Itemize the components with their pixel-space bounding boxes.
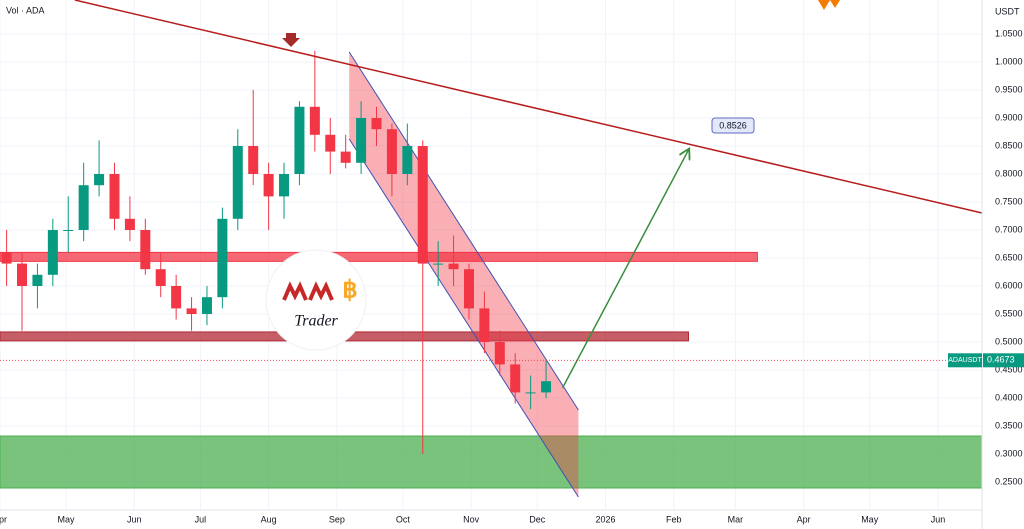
- channel-edge: [348, 51, 579, 411]
- y-tick-label: 0.3000: [995, 448, 1023, 458]
- target-label: 0.8526: [719, 120, 747, 130]
- candle-body: [263, 173, 274, 197]
- candle-body: [78, 185, 89, 230]
- candle-body: [463, 269, 474, 309]
- y-tick-label: 0.2500: [995, 476, 1023, 486]
- y-tick-label: 0.9000: [995, 112, 1023, 122]
- y-tick-label: 0.3500: [995, 420, 1023, 430]
- x-tick-label: Oct: [396, 514, 411, 524]
- x-tick-label: May: [58, 514, 76, 524]
- candle-body: [201, 297, 212, 314]
- x-tick-label: Dec: [529, 514, 546, 524]
- candle-body: [232, 145, 243, 219]
- candle-body: [63, 229, 74, 231]
- y-tick-label: 0.8000: [995, 168, 1023, 178]
- channel-edge: [348, 138, 579, 498]
- y-tick-label: 0.9500: [995, 84, 1023, 94]
- y-tick-label: 0.5000: [995, 336, 1023, 346]
- x-tick-label: Aug: [261, 514, 277, 524]
- last-price-tag-text: 0.4673: [987, 355, 1015, 365]
- x-tick-label: Jul: [195, 514, 207, 524]
- last-price-tag: [983, 353, 1024, 368]
- candle-body: [525, 392, 536, 394]
- candle-body: [494, 341, 505, 365]
- x-tick-label: May: [861, 514, 879, 524]
- candle-body: [217, 218, 228, 298]
- x-tick-label: Jun: [931, 514, 946, 524]
- x-tick-label: Sep: [329, 514, 345, 524]
- candle-body: [479, 308, 490, 342]
- currency-label: USDT: [995, 6, 1020, 16]
- y-tick-label: 0.7000: [995, 224, 1023, 234]
- candle-body: [309, 106, 320, 135]
- y-tick-label: 0.6000: [995, 280, 1023, 290]
- top-marker: [282, 33, 300, 47]
- candle-body: [109, 173, 120, 219]
- y-tick-label: 1.0000: [995, 56, 1023, 66]
- y-tick-label: 0.4500: [995, 364, 1023, 374]
- candle-body: [248, 145, 259, 174]
- candle-body: [340, 151, 351, 163]
- candle-body: [155, 269, 166, 286]
- target-label-box: [711, 117, 755, 134]
- candle-body: [417, 145, 428, 264]
- y-tick-label: 0.4000: [995, 392, 1023, 402]
- x-tick-label: Feb: [666, 514, 682, 524]
- y-tick-label: 0.8500: [995, 140, 1023, 150]
- x-tick-label: Jun: [127, 514, 142, 524]
- symbol-tag-text: ADAUSDT: [948, 357, 982, 364]
- x-tick-label: 2026: [595, 514, 615, 524]
- logo-mark: ฿: [342, 276, 357, 303]
- candle-body: [325, 134, 336, 152]
- x-tick-label: Apr: [797, 514, 811, 524]
- candle-body: [402, 145, 413, 174]
- candle-body: [541, 381, 552, 393]
- zone: [0, 251, 758, 262]
- candle-body: [124, 218, 135, 230]
- y-tick-label: 0.7500: [995, 196, 1023, 206]
- candle-body: [279, 173, 290, 197]
- candle-body: [371, 117, 382, 130]
- x-tick-label: Mar: [728, 514, 744, 524]
- candle-body: [32, 274, 43, 286]
- zone: [0, 435, 983, 489]
- candle-body: [140, 229, 151, 270]
- candle-body: [510, 364, 521, 393]
- candle-body: [1, 252, 12, 264]
- icon: [818, 0, 840, 10]
- candle-body: [17, 263, 28, 286]
- candle-body: [171, 285, 182, 309]
- logo-badge: [265, 249, 367, 351]
- candle-body: [433, 263, 444, 265]
- candle-body: [94, 173, 105, 186]
- x-tick-label: Apr: [0, 514, 7, 524]
- logo-mark: [282, 281, 334, 301]
- candle-body: [186, 308, 197, 314]
- y-tick-label: 1.0500: [995, 28, 1023, 38]
- candle-body: [356, 117, 367, 163]
- candle-body: [47, 229, 58, 275]
- candle-body: [448, 263, 459, 270]
- trendline: [74, 0, 983, 214]
- candle-body: [294, 106, 305, 174]
- volume-label: Vol · ADA: [6, 5, 45, 15]
- x-tick-label: Nov: [463, 514, 480, 524]
- candle-body: [386, 129, 397, 174]
- logo-text: Trader: [294, 313, 338, 330]
- symbol-tag: [948, 353, 982, 368]
- y-tick-label: 0.5500: [995, 308, 1023, 318]
- plot-area: Trader฿ 0.8526: [0, 0, 983, 510]
- y-tick-label: 0.6500: [995, 252, 1023, 262]
- projection-arrow: [561, 150, 689, 389]
